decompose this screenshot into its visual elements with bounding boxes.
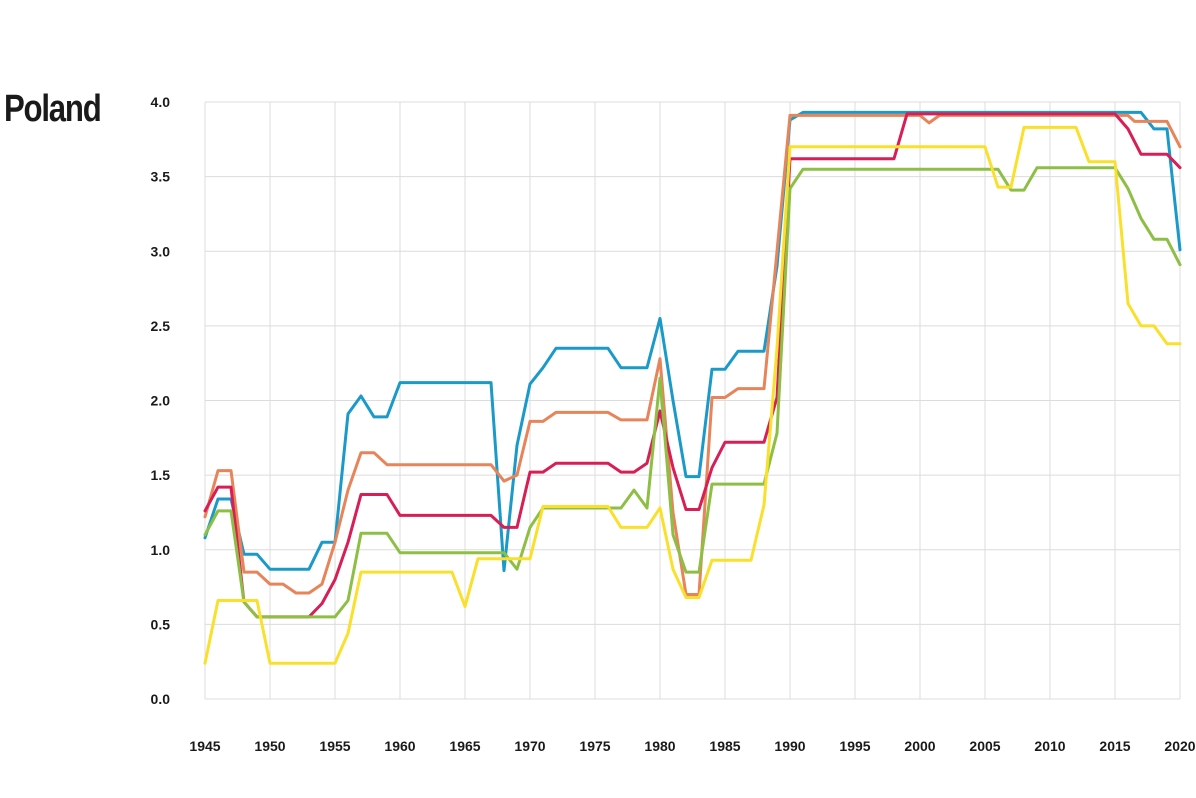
x-tick-label-1: 1950	[254, 738, 285, 754]
x-tick-label-3: 1960	[384, 738, 415, 754]
series-line-1	[203, 113, 1182, 596]
x-tick-label-10: 1995	[839, 738, 870, 754]
x-tick-label-2: 1955	[319, 738, 350, 754]
y-tick-label-6: 3.0	[151, 243, 171, 259]
series-line-4	[203, 125, 1182, 665]
x-tick-label-13: 2010	[1034, 738, 1065, 754]
x-tick-label-7: 1980	[644, 738, 675, 754]
series-line-2	[203, 112, 1182, 619]
y-tick-label-2: 1.0	[151, 542, 171, 558]
x-tick-label-4: 1965	[449, 738, 480, 754]
y-tick-label-8: 4.0	[151, 94, 171, 110]
x-axis-ticks: 1945 1950 1955 1960 1965 1970 1975 1980 1985 1990…	[189, 738, 1195, 754]
x-tick-label-6: 1975	[579, 738, 610, 754]
series-line-0	[203, 110, 1182, 573]
y-axis-ticks: 0.0 0.5 1.0 1.5 2.0 2.5 3.0 3.5 4.0	[151, 94, 171, 707]
x-tick-label-0: 1945	[189, 738, 220, 754]
x-tick-label-8: 1985	[709, 738, 740, 754]
x-tick-label-12: 2005	[969, 738, 1000, 754]
grid	[204, 101, 1181, 700]
y-tick-label-1: 0.5	[151, 616, 171, 632]
y-tick-label-4: 2.0	[151, 393, 171, 409]
x-tick-label-5: 1970	[514, 738, 545, 754]
y-tick-label-7: 3.5	[151, 169, 171, 185]
x-tick-label-15: 2020	[1164, 738, 1195, 754]
series-line-3	[203, 166, 1182, 619]
y-tick-label-5: 2.5	[151, 318, 171, 334]
x-tick-label-14: 2015	[1099, 738, 1130, 754]
y-tick-label-3: 1.5	[151, 467, 171, 483]
x-tick-label-9: 1990	[774, 738, 805, 754]
y-tick-label-0: 0.0	[151, 691, 171, 707]
chart-title: Poland	[4, 88, 102, 130]
x-tick-label-11: 2000	[904, 738, 935, 754]
series-lines	[203, 110, 1182, 665]
